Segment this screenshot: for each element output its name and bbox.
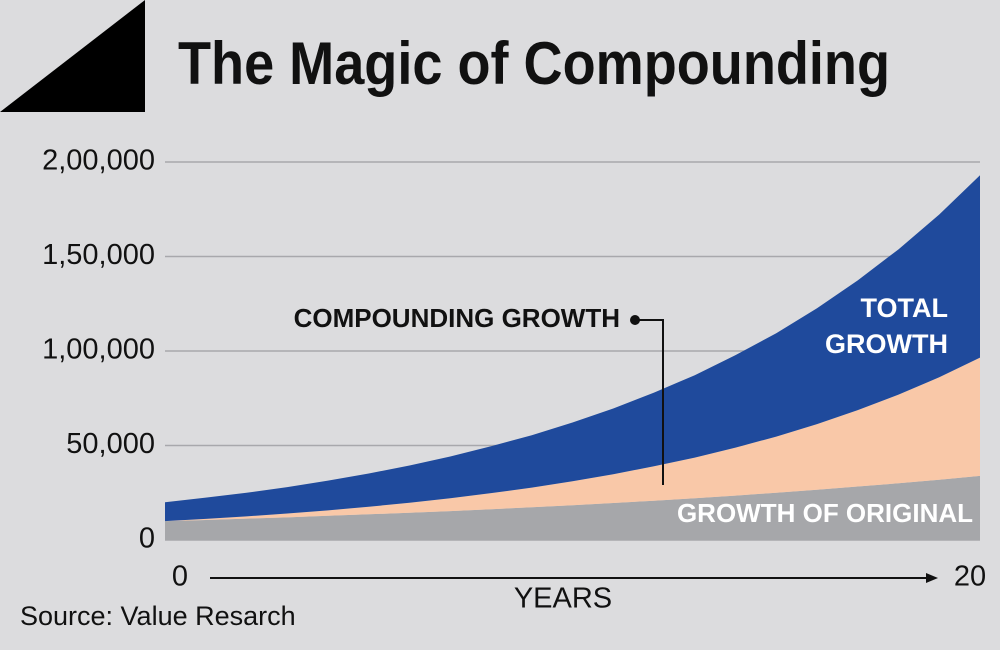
total-label: TOTAL GROWTH: [825, 293, 948, 359]
ticks: 0 50,000 1,00,000 1,50,000 2,00,000 0 20: [42, 145, 986, 593]
source: Source: Value Resarch: [20, 601, 296, 631]
callout-line: [635, 319, 664, 485]
x-tick-label: 20: [954, 561, 986, 593]
y-tick-label: 1,50,000: [42, 239, 155, 271]
y-tick-label: 1,00,000: [42, 334, 155, 366]
area: [165, 475, 980, 540]
compounding-label: COMPOUNDING GROWTH: [294, 303, 620, 333]
y-tick-label: 2,00,000: [42, 145, 155, 177]
area: [165, 175, 980, 522]
y-tick-label: 0: [139, 523, 155, 555]
x-tick-label: 0: [172, 561, 188, 593]
chart-title: The Magic of Compounding: [178, 30, 890, 97]
area: [165, 357, 980, 522]
corner-triangle: [0, 0, 145, 112]
areas: [165, 175, 980, 540]
arrow-head: [926, 573, 938, 583]
x-axis-label: YEARS: [514, 583, 612, 615]
y-tick-label: 50,000: [66, 428, 155, 460]
original-label: GROWTH OF ORIGINAL: [677, 498, 973, 528]
